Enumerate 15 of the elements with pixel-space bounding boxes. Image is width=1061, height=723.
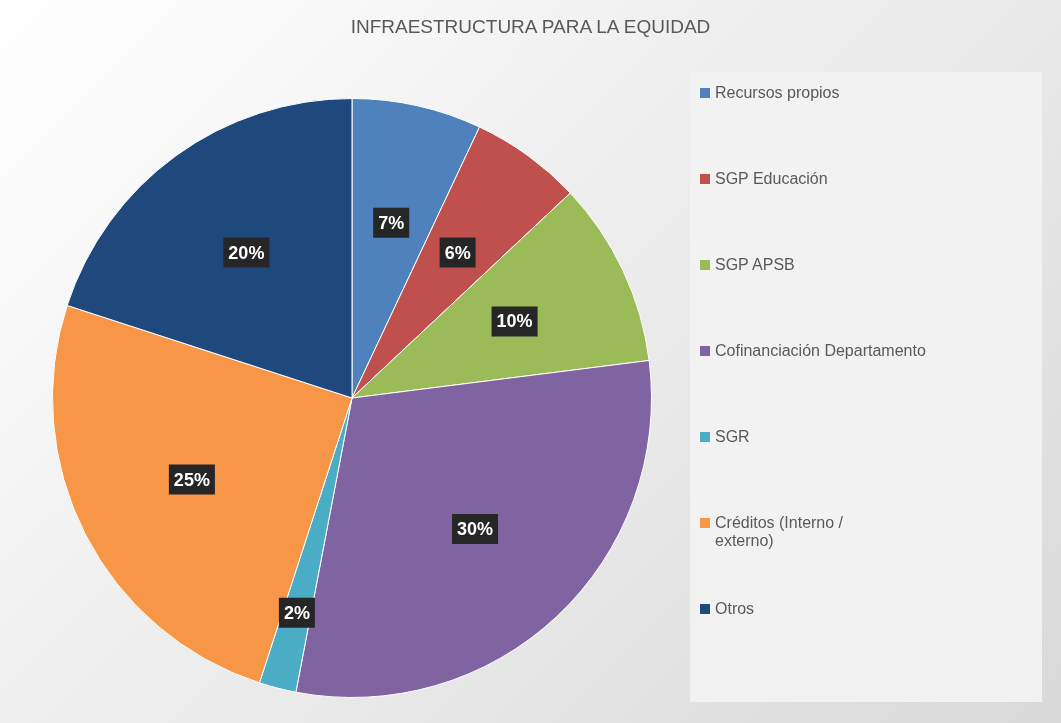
data-label: 6% xyxy=(444,242,471,263)
legend-label: SGR xyxy=(715,428,750,446)
legend-label: Otros xyxy=(715,600,755,618)
legend-label: SGP Educación xyxy=(715,170,828,188)
data-label: 30% xyxy=(457,518,494,539)
data-label: 25% xyxy=(173,469,210,490)
legend-label: Recursos propios xyxy=(715,84,840,102)
legend-label: SGP APSB xyxy=(715,256,795,274)
data-label: 20% xyxy=(228,242,265,263)
data-label: 2% xyxy=(283,602,310,623)
legend-label: Cofinanciación Departamento xyxy=(715,342,926,360)
data-label: 7% xyxy=(378,212,405,233)
legend-label: Créditos (Interno / externo) xyxy=(715,514,845,550)
chart-title: INFRAESTRUCTURA PARA LA EQUIDAD xyxy=(349,16,712,38)
data-label: 10% xyxy=(496,311,533,332)
